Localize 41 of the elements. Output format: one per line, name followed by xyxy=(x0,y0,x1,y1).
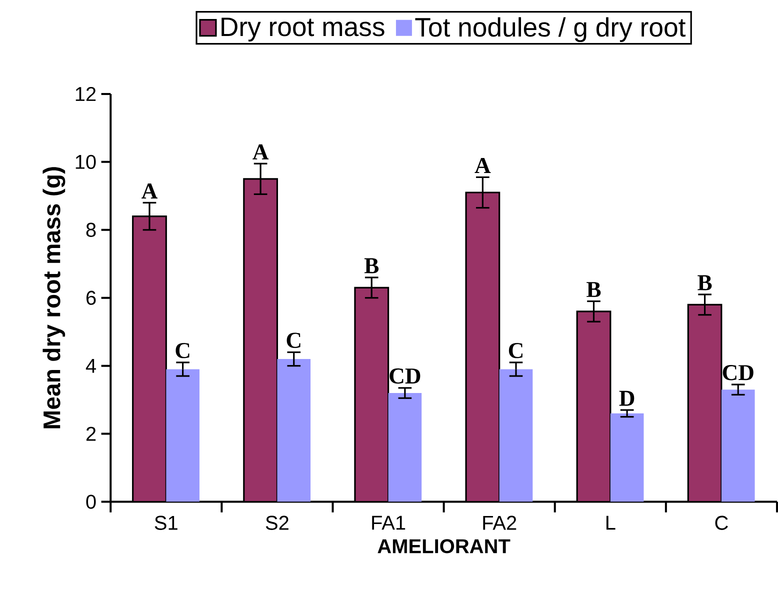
x-tick-label: FA1 xyxy=(372,516,406,530)
bar xyxy=(499,369,533,502)
bar xyxy=(610,414,644,502)
legend-label: Tot nodules / g dry root xyxy=(415,17,686,42)
bar xyxy=(721,390,755,502)
y-axis-title: Mean dry root mass (g) xyxy=(42,167,66,428)
bar xyxy=(166,369,200,502)
y-tick-label: 6 xyxy=(86,290,96,306)
data-label: B xyxy=(698,275,712,290)
y-tick-label: 4 xyxy=(86,359,96,373)
data-label: C xyxy=(286,332,300,348)
data-label: CD xyxy=(722,365,754,380)
x-tick-label: L xyxy=(606,516,616,530)
x-axis-title: AMELIORANT xyxy=(378,539,510,554)
data-label: B xyxy=(364,258,379,274)
bar xyxy=(243,178,278,502)
x-tick-label: S2 xyxy=(266,516,288,530)
data-label: A xyxy=(142,184,158,199)
bar xyxy=(687,304,722,502)
data-label: C xyxy=(508,343,522,358)
bar xyxy=(132,216,167,502)
y-tick-label: 12 xyxy=(76,87,96,102)
data-label: C xyxy=(176,343,190,358)
x-tick-label: S1 xyxy=(154,516,178,530)
y-tick-label: 10 xyxy=(76,154,96,170)
y-tick-label: 8 xyxy=(86,222,96,238)
legend-label: Dry root mass xyxy=(222,18,384,42)
bar xyxy=(354,286,390,502)
data-label: D xyxy=(619,390,634,406)
data-label: A xyxy=(474,158,491,174)
x-tick-label: C xyxy=(715,516,728,530)
x-tick-label: FA2 xyxy=(483,516,516,530)
data-label: B xyxy=(586,282,601,298)
data-label: CD xyxy=(390,368,420,384)
bar xyxy=(277,359,311,502)
data-label: A xyxy=(252,144,269,160)
bar xyxy=(388,393,422,502)
bar xyxy=(465,192,500,502)
bar xyxy=(576,310,612,502)
y-tick-label: 0 xyxy=(86,494,96,509)
y-tick-label: 2 xyxy=(86,426,96,441)
